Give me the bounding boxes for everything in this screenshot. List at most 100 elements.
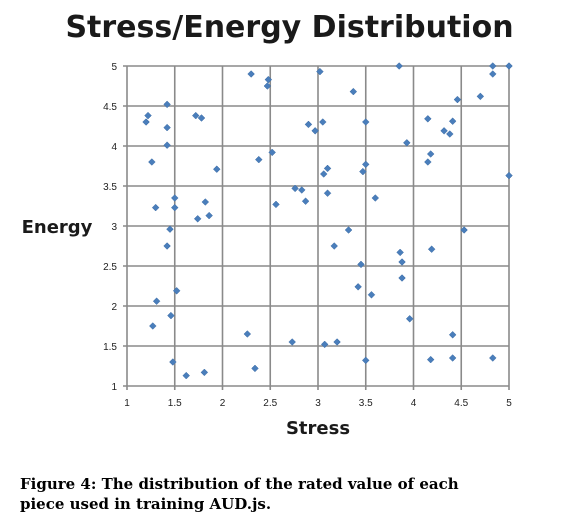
data-point: [505, 62, 513, 70]
data-point: [489, 62, 497, 70]
y-tick-label: 3.5: [103, 182, 117, 193]
data-point: [251, 364, 259, 373]
data-point: [163, 141, 171, 149]
data-point: [424, 115, 432, 123]
data-point: [148, 158, 156, 166]
data-point: [298, 186, 306, 194]
data-point: [448, 331, 457, 339]
data-point: [359, 167, 367, 176]
data-point: [489, 354, 497, 362]
data-point: [205, 211, 213, 220]
data-point: [255, 155, 263, 164]
data-point: [213, 165, 221, 173]
chart-title: Stress/Energy Distribution: [65, 10, 514, 45]
data-point: [367, 291, 376, 299]
data-point: [476, 92, 485, 101]
data-point: [448, 354, 457, 362]
data-point: [361, 118, 370, 126]
data-point: [426, 150, 435, 158]
data-point: [357, 260, 365, 269]
scatter-plot: 1 1.5 2 2.5 3 3.5 4 4.5 5 1 1.5 2 2.5 3 3.5 4 4.5 5 Stre…: [22, 62, 513, 439]
x-tick-labels: 1 1.5 2 2.5 3 3.5 4 4.5 5: [124, 398, 512, 409]
data-point: [170, 203, 179, 212]
data-point: [192, 111, 200, 120]
data-point: [489, 70, 497, 78]
x-tick-label: 3: [315, 398, 321, 409]
x-tick-label: 2: [220, 398, 226, 409]
data-point: [316, 67, 324, 76]
data-point: [398, 274, 406, 282]
data-point: [264, 75, 273, 84]
data-point: [182, 371, 190, 380]
data-point: [163, 242, 171, 250]
data-point: [272, 200, 280, 209]
data-point: [403, 139, 411, 147]
data-point: [197, 114, 206, 122]
x-tick-label: 3.5: [359, 398, 373, 409]
y-tick-label: 5: [111, 62, 117, 73]
y-tick-label: 4: [111, 142, 117, 153]
y-tick-label: 1.5: [103, 342, 117, 353]
x-tick-label: 1: [124, 398, 130, 409]
data-point: [344, 226, 353, 234]
y-axis-title: Energy: [22, 217, 93, 238]
y-tick-label: 3: [111, 222, 117, 233]
data-point: [247, 70, 255, 78]
data-point: [440, 127, 448, 135]
data-point: [361, 160, 370, 169]
data-point: [291, 184, 299, 193]
data-point: [311, 127, 319, 135]
data-point: [149, 322, 157, 330]
data-point: [323, 164, 332, 173]
y-tick-label: 2.5: [103, 262, 117, 273]
x-tick-label: 4: [411, 398, 417, 409]
data-point: [361, 356, 370, 365]
data-point: [505, 171, 513, 180]
data-point: [167, 311, 175, 320]
data-point: [320, 340, 329, 349]
data-point: [304, 120, 313, 129]
data-point: [371, 194, 380, 202]
data-point: [395, 62, 403, 70]
data-point: [166, 225, 174, 233]
data-point: [268, 148, 276, 157]
data-point: [424, 158, 432, 166]
data-point: [263, 82, 272, 90]
data-point: [151, 203, 160, 212]
data-point: [446, 130, 454, 138]
data-point: [333, 338, 341, 346]
data-point: [201, 198, 210, 206]
x-tick-label: 5: [506, 398, 512, 409]
data-point: [200, 368, 209, 377]
data-point: [319, 118, 327, 126]
data-points: [142, 62, 513, 380]
data-point: [170, 194, 179, 202]
data-point: [453, 95, 462, 104]
data-point: [243, 330, 252, 338]
x-tick-label: 2.5: [263, 398, 277, 409]
x-axis-title: Stress: [286, 418, 350, 439]
data-point: [354, 283, 362, 291]
data-point: [330, 242, 338, 250]
data-point: [288, 338, 296, 346]
data-point: [172, 287, 181, 295]
data-point: [163, 123, 171, 132]
y-tick-label: 1: [111, 382, 117, 393]
figure-caption: Figure 4: The distribution of the rated …: [20, 475, 459, 513]
data-point: [405, 315, 414, 323]
data-point: [426, 355, 435, 364]
data-point: [144, 111, 152, 120]
data-point: [460, 226, 468, 234]
data-point: [169, 358, 177, 366]
data-point: [301, 197, 310, 205]
data-point: [319, 170, 328, 178]
data-point: [349, 87, 358, 96]
y-tick-labels: 1 1.5 2 2.5 3 3.5 4 4.5 5: [103, 62, 117, 393]
data-point: [152, 297, 161, 305]
data-point: [396, 248, 404, 257]
x-tick-label: 1.5: [168, 398, 182, 409]
data-point: [448, 117, 457, 125]
data-point: [193, 215, 202, 223]
x-tick-label: 4.5: [454, 398, 468, 409]
data-point: [163, 100, 171, 109]
